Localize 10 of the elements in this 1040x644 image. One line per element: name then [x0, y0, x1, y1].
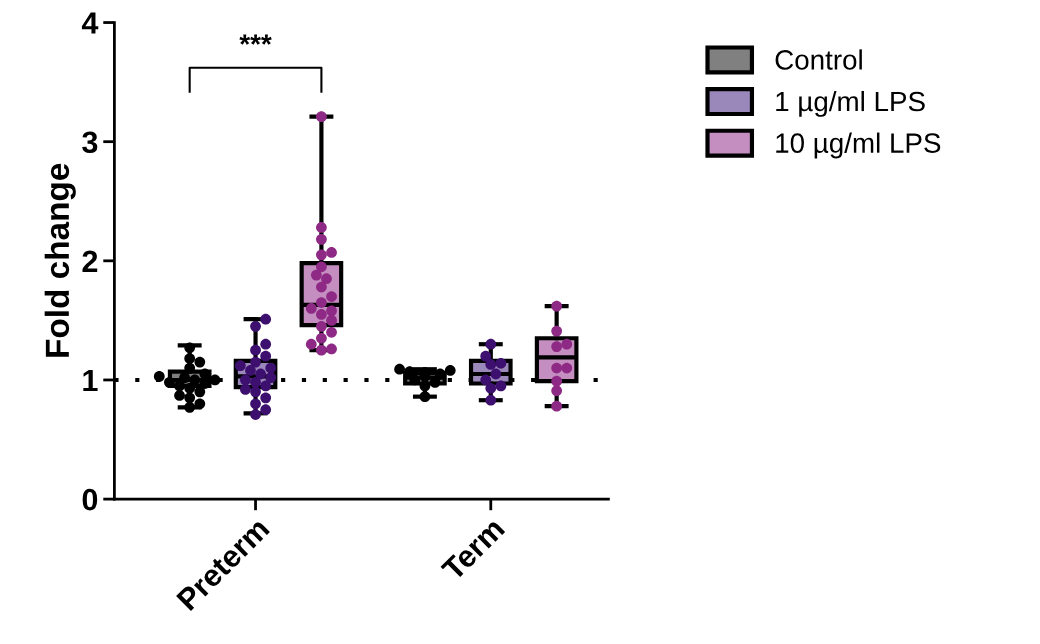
annotation: *** — [239, 34, 272, 45]
y-tick-label: 4 — [81, 12, 99, 34]
legend-label: 10 µg/ml LPS — [776, 132, 941, 159]
y-tick-label: 1 — [83, 370, 98, 392]
legend-label: 1 µg/ml LPS — [776, 90, 925, 117]
y-tick-label: 3 — [82, 131, 98, 154]
y-axis-title: Fold change — [44, 163, 76, 357]
y-tick-label: 2 — [82, 250, 98, 272]
y-tick-label: 0 — [82, 488, 98, 511]
legend-label: Control — [775, 49, 862, 70]
